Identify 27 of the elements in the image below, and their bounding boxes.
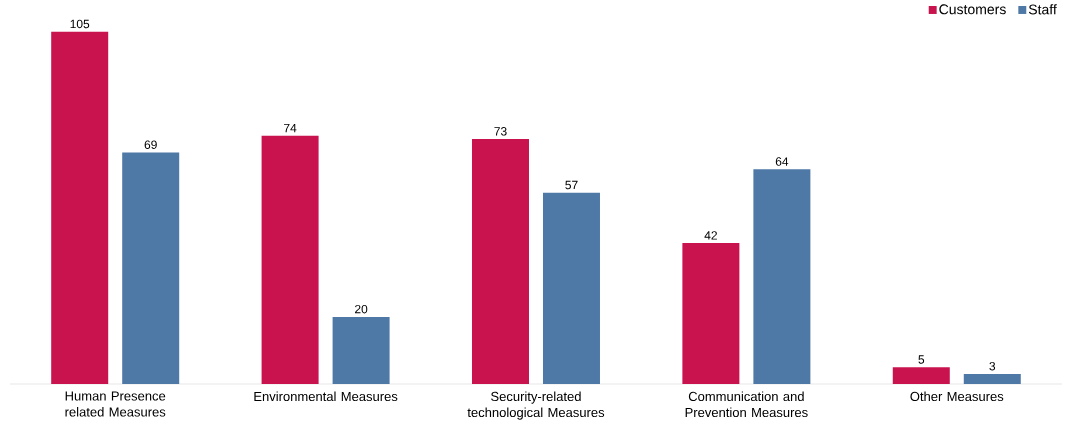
data-label: 64 [775, 157, 789, 166]
legend-label: Staff [1028, 4, 1057, 15]
x-tick-label: Environmental Measures [254, 391, 398, 402]
bar [261, 135, 319, 384]
x-tick-label: Other Measures [910, 391, 1004, 402]
data-label: 42 [704, 231, 717, 240]
bar [542, 192, 600, 384]
legend-label: Customers [939, 4, 1006, 15]
bar [753, 169, 811, 384]
data-label: 57 [565, 180, 578, 190]
x-tick-label: Human Presence related Measures [65, 391, 166, 417]
bar [963, 373, 1021, 384]
x-tick-label: Communication and Prevention Measures [685, 391, 808, 418]
data-label: 73 [494, 127, 507, 136]
bar [122, 152, 180, 384]
x-tick-label: Security-related technological Measures [467, 391, 605, 420]
bar [51, 31, 109, 384]
bar [892, 367, 950, 384]
data-label: 20 [355, 304, 368, 314]
data-label: 74 [284, 123, 297, 133]
data-label: 3 [989, 361, 996, 371]
bar [332, 316, 390, 384]
data-label: 69 [144, 140, 157, 149]
data-label: 105 [70, 19, 90, 29]
data-label: 5 [918, 355, 925, 364]
bar [471, 139, 529, 384]
bar [682, 243, 740, 384]
